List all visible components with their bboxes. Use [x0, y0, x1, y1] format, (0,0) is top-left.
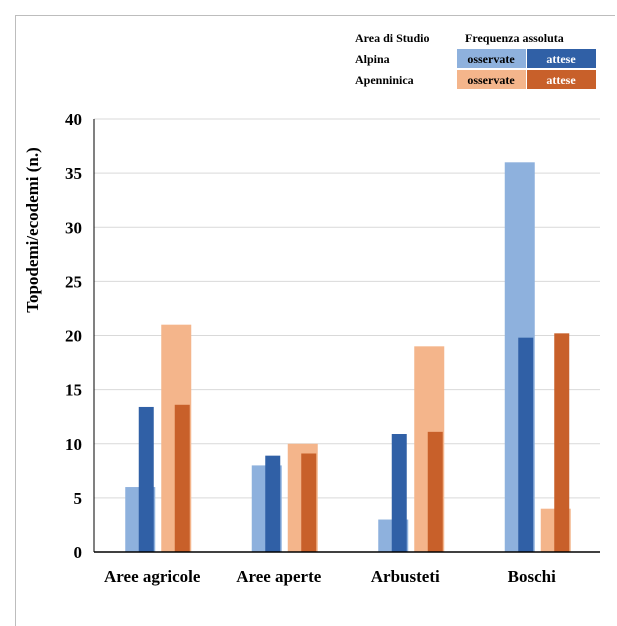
x-category-label: Aree aperte [236, 567, 322, 586]
x-category-label: Aree agricole [104, 567, 201, 586]
y-tick-label: 35 [65, 164, 82, 183]
legend-alpina-observed-label: osservate [467, 52, 515, 66]
bar-alpina-expected-3 [518, 337, 534, 552]
axes [93, 119, 600, 553]
y-axis-title: Topodemi/ecodemi (n.) [23, 147, 42, 313]
legend-row-alpina-label: Alpina [355, 52, 390, 66]
bar-apenninica-expected-1 [301, 453, 317, 552]
bar-alpina-expected-0 [138, 406, 154, 552]
y-tick-label: 25 [65, 272, 82, 291]
x-category-label: Boschi [508, 567, 556, 586]
bar-apenninica-expected-3 [554, 333, 570, 552]
legend-apenninica-expected-label: attese [546, 73, 576, 87]
legend-alpina-expected-label: attese [546, 52, 576, 66]
legend-row-apenninica-label: Apenninica [355, 73, 414, 87]
y-tick-labels: 0 5 10 15 20 25 30 35 40 [65, 110, 82, 562]
legend-header-frequency: Frequenza assoluta [465, 31, 564, 45]
legend-swatch-alpina-expected [527, 49, 596, 68]
y-tick-label: 5 [74, 489, 83, 508]
legend-header-area: Area di Studio [355, 31, 429, 45]
y-tick-label: 30 [65, 218, 82, 237]
x-category-labels: Aree agricole Aree aperte Arbusteti Boschi [104, 567, 556, 586]
y-tick-label: 40 [65, 110, 82, 129]
y-tick-label: 20 [65, 327, 82, 346]
chart-frame [15, 15, 615, 626]
legend: Area di Studio Frequenza assoluta Alpina… [355, 31, 596, 89]
y-tick-label: 10 [65, 435, 82, 454]
bar-alpina-expected-2 [391, 434, 407, 552]
y-tick-label: 0 [74, 543, 83, 562]
legend-swatch-apenninica-observed [457, 70, 526, 89]
bar-apenninica-expected-2 [427, 431, 443, 552]
y-tick-label: 15 [65, 381, 82, 400]
bar-alpina-expected-1 [265, 455, 281, 552]
x-category-label: Arbusteti [371, 567, 440, 586]
bar-apenninica-expected-0 [174, 404, 190, 552]
legend-swatch-apenninica-expected [527, 70, 596, 89]
legend-apenninica-observed-label: osservate [467, 73, 515, 87]
legend-swatch-alpina-observed [457, 49, 526, 68]
bars [125, 162, 571, 553]
